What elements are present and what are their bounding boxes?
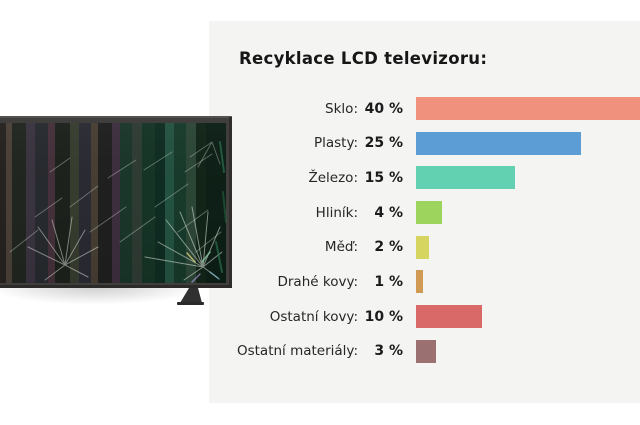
chart-row: Drahé kovy: 1 % bbox=[228, 270, 640, 294]
tv-screen bbox=[0, 123, 226, 283]
bar-value: 10 % bbox=[364, 308, 403, 325]
bar-track bbox=[416, 131, 640, 155]
bar-label: Železo: bbox=[308, 169, 358, 186]
bar-value: 4 % bbox=[374, 204, 403, 221]
bar bbox=[416, 131, 581, 155]
bar-value: 40 % bbox=[364, 100, 403, 117]
tv-shadow bbox=[0, 286, 245, 312]
bar bbox=[416, 270, 423, 294]
bar-track bbox=[416, 305, 640, 329]
bar-chart: Sklo: 40 % Plasty: 25 % Železo: 15 % Hli… bbox=[228, 97, 640, 363]
bar bbox=[416, 339, 436, 363]
bar-value: 2 % bbox=[374, 239, 403, 256]
bar-value: 1 % bbox=[374, 273, 403, 290]
chart-row: Sklo: 40 % bbox=[228, 97, 640, 120]
bar-track bbox=[416, 201, 640, 225]
bar-label: Sklo: bbox=[325, 100, 358, 117]
bar-track bbox=[416, 235, 640, 259]
bar-value: 3 % bbox=[374, 343, 403, 360]
bar bbox=[416, 235, 430, 259]
chart-row: Měď: 2 % bbox=[228, 235, 640, 259]
bar bbox=[416, 166, 515, 190]
bar-track bbox=[416, 166, 640, 190]
bar-label: Měď: bbox=[324, 239, 358, 256]
chart-row: Hliník: 4 % bbox=[228, 201, 640, 225]
bar-track bbox=[416, 97, 640, 120]
crack-lines bbox=[9, 141, 227, 283]
bar-label: Drahé kovy: bbox=[277, 273, 358, 290]
bar-track bbox=[416, 339, 640, 363]
bar-label: Ostatní kovy: bbox=[269, 308, 358, 325]
broken-tv-image bbox=[0, 116, 232, 305]
bar-value: 15 % bbox=[364, 169, 403, 186]
tv-stand bbox=[177, 288, 204, 305]
chart-title: Recyklace LCD televizoru: bbox=[239, 49, 488, 68]
chart-row: Plasty: 25 % bbox=[228, 131, 640, 155]
chart-row: Železo: 15 % bbox=[228, 166, 640, 190]
chart-panel: Recyklace LCD televizoru: Sklo: 40 % Pla… bbox=[209, 21, 640, 403]
bar-label: Hliník: bbox=[315, 204, 358, 221]
bar-value: 25 % bbox=[364, 135, 403, 152]
bar bbox=[416, 201, 443, 225]
bar bbox=[416, 97, 640, 120]
bar-track bbox=[416, 270, 640, 294]
bar-label: Plasty: bbox=[313, 135, 358, 152]
bar-label: Ostatní materiály: bbox=[236, 343, 358, 360]
chart-row: Ostatní materiály: 3 % bbox=[228, 339, 640, 363]
bar bbox=[416, 305, 482, 329]
chart-row: Ostatní kovy: 10 % bbox=[228, 305, 640, 329]
